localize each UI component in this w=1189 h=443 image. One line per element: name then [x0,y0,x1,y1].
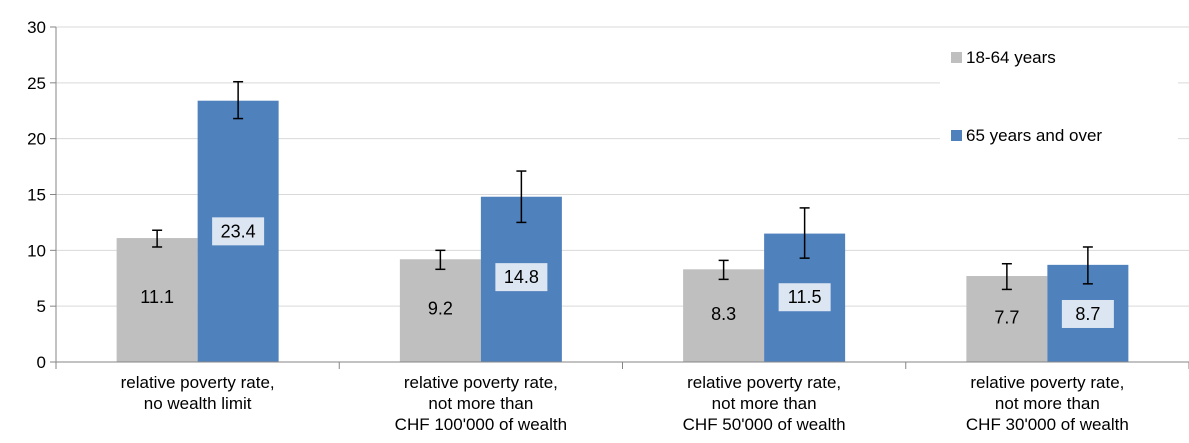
category-label: relative poverty rate, not more than CHF 1… [395,373,567,434]
bar-18-64 [683,269,765,362]
data-label: 9.2 [428,298,453,318]
y-tick-label: 30 [27,18,46,37]
category-label-line: not more than [712,394,817,413]
category-label: relative poverty rate, no wealth limit [121,373,275,413]
y-tick-labels: 0 5 10 15 20 25 30 [27,18,46,372]
category-label-line: not more than [995,394,1100,413]
y-tick-label: 15 [27,186,46,205]
error-bars [152,80,1093,291]
category-labels: relative poverty rate, no wealth limitrel… [121,373,1129,434]
y-tick-label: 0 [37,353,46,372]
bar-18-64 [966,276,1048,362]
data-label: 11.1 [140,287,174,307]
data-label-box [212,217,265,246]
category-label-line: relative poverty rate, [404,373,558,392]
category-label-line: relative poverty rate, [687,373,841,392]
data-label: 14.8 [504,267,539,287]
data-labels: 11.1 23.4 9.2 14.8 8.3 11.5 7.7 8.7 [140,217,1114,328]
category-label-line: CHF 30'000 of wealth [966,415,1129,434]
y-tick-label: 5 [37,297,46,316]
data-label: 8.7 [1075,304,1100,324]
y-tick-label: 10 [27,241,46,260]
category-label-line: relative poverty rate, [121,373,275,392]
data-label-box [1061,299,1114,328]
data-label: 11.5 [788,287,822,307]
y-tick-label: 25 [27,74,46,93]
y-tick-label: 20 [27,130,46,149]
category-label-line: CHF 100'000 of wealth [395,415,567,434]
category-label-line: not more than [428,394,533,413]
data-label: 7.7 [994,307,1019,327]
data-label: 8.3 [711,304,736,324]
legend: 18-64 years 65 years and over [940,35,1178,152]
category-label-line: no wealth limit [144,394,252,413]
bar-18-64 [399,259,481,362]
category-label: relative poverty rate, not more than CHF 3… [966,373,1129,434]
data-label-box [495,263,548,292]
bar-18-64 [116,238,198,362]
legend-swatch [951,52,962,63]
legend-label: 65 years and over [966,126,1102,145]
bars [116,100,1129,362]
legend-swatch [951,130,962,141]
category-label: relative poverty rate, not more than CHF 5… [683,373,846,434]
legend-label: 18-64 years [966,48,1056,67]
axes [50,26,1189,369]
legend-background [940,35,1178,152]
data-label: 23.4 [221,221,256,241]
category-label-line: CHF 50'000 of wealth [683,415,846,434]
data-label-box [778,283,831,312]
category-label-line: relative poverty rate, [970,373,1124,392]
